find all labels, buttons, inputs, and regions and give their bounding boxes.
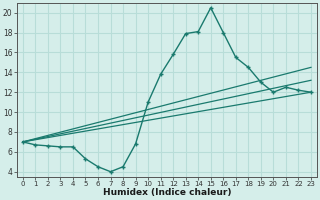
- X-axis label: Humidex (Indice chaleur): Humidex (Indice chaleur): [103, 188, 231, 197]
